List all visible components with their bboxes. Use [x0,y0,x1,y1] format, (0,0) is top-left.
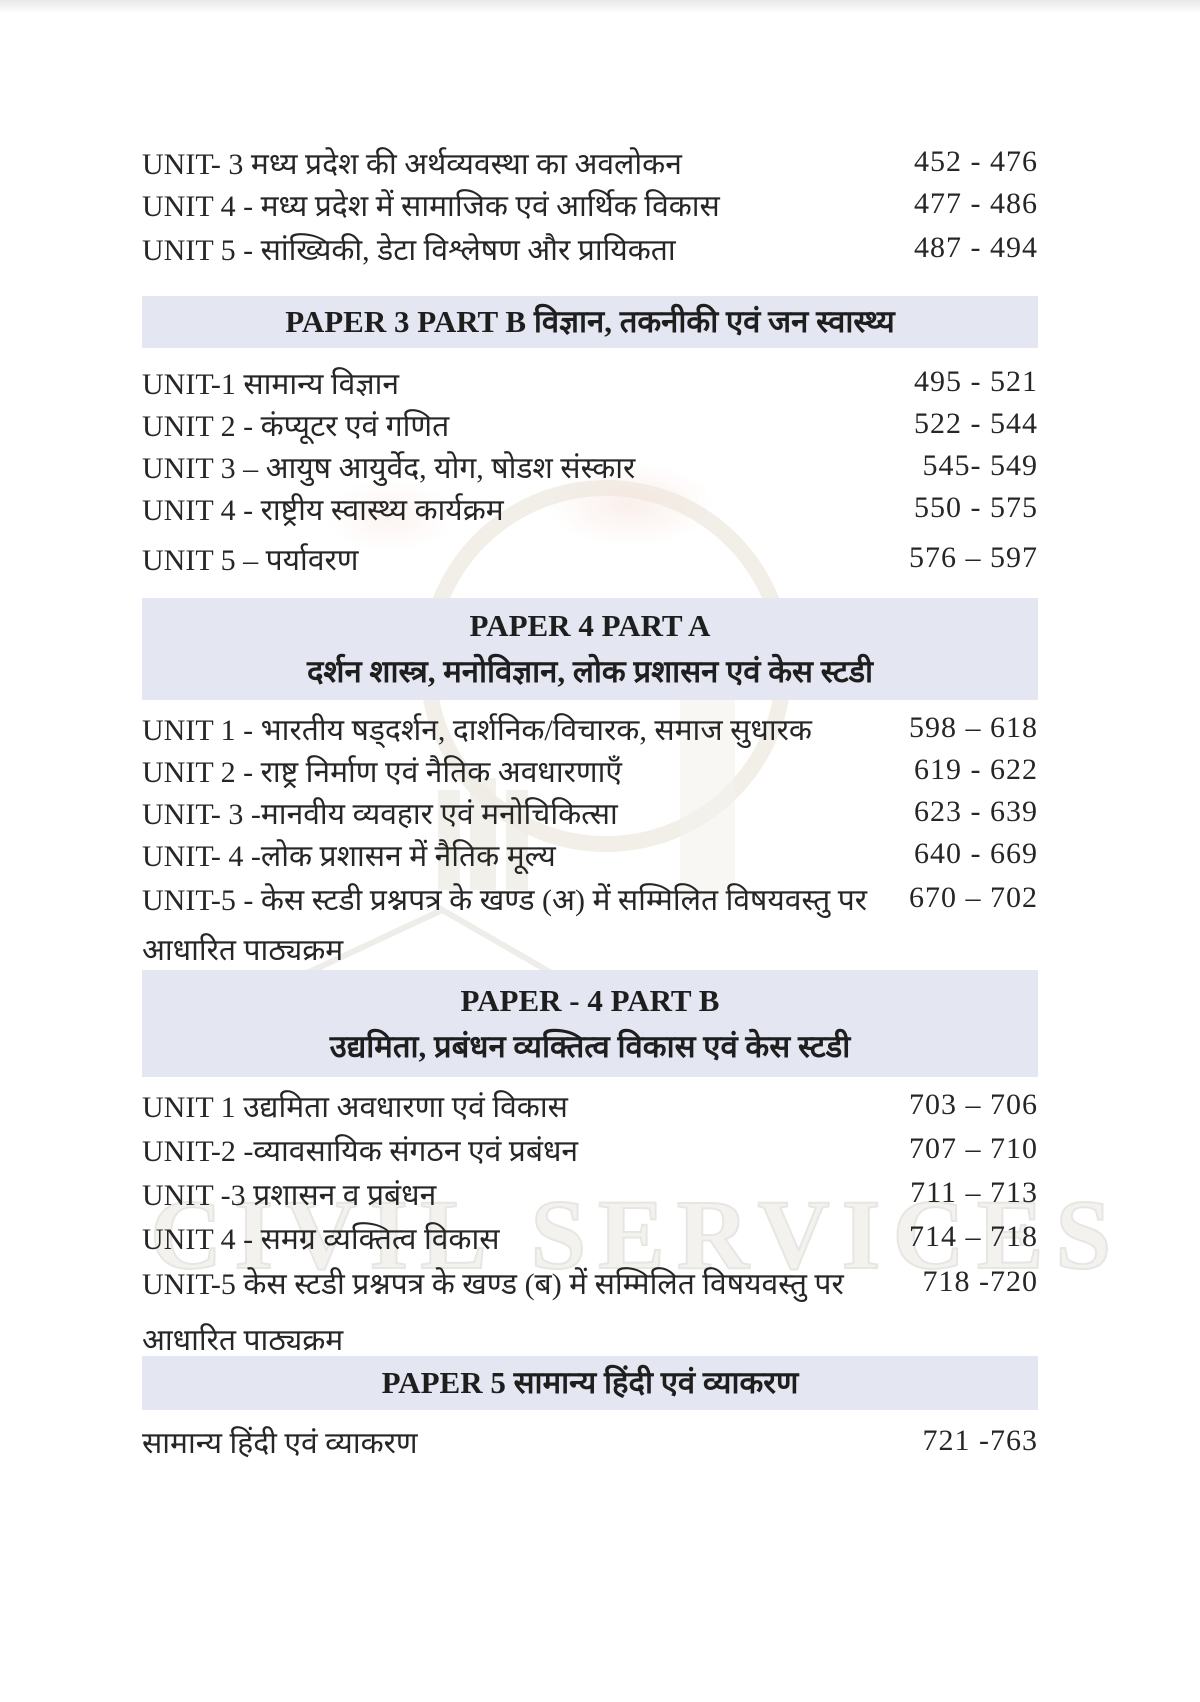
paper-header-band: PAPER 5 सामान्य हिंदी एवं व्याकरण [142,1356,1038,1410]
page-range: 452 - 476 [914,145,1038,178]
page-range: 623 - 639 [914,795,1038,828]
toc-row: UNIT-5 - केस स्टडी प्रश्नपत्र के खण्ड (अ… [142,878,1038,918]
toc-row: UNIT 1 - भारतीय षड्दर्शन, दार्शनिक/विचार… [142,708,1038,748]
toc-row: UNIT 1 उद्यमिता अवधारणा एवं विकास 703 – … [142,1085,1038,1125]
unit-label: UNIT- 4 -लोक प्रशासन में नैतिक मूल्य [142,839,556,873]
paper-header-title: PAPER - 4 PART B [460,982,720,1018]
page-range: 598 – 618 [909,711,1038,744]
toc-row: UNIT- 3 मध्य प्रदेश की अर्थव्यवस्था का अ… [142,142,1038,182]
toc-row: UNIT 4 - समग्र व्यक्तित्व विकास 714 – 71… [142,1217,1038,1257]
unit-label: UNIT-1 सामान्य विज्ञान [142,367,399,401]
page-range: 714 – 718 [909,1220,1038,1253]
toc-row: UNIT-1 सामान्य विज्ञान 495 - 521 [142,362,1038,402]
paper-header-subtitle: दर्शन शास्त्र, मनोविज्ञान, लोक प्रशासन ए… [306,654,874,689]
toc-row: UNIT-2 -व्यावसायिक संगठन एवं प्रबंधन 707… [142,1129,1038,1169]
scan-edge-strip [0,0,1200,12]
page-range: 495 - 521 [914,365,1038,398]
unit-label: सामान्य हिंदी एवं व्याकरण [142,1426,418,1460]
unit-label: UNIT 1 उद्यमिता अवधारणा एवं विकास [142,1090,568,1124]
page-range: 477 - 486 [914,187,1038,220]
toc-row: UNIT 4 - मध्य प्रदेश में सामाजिक एवं आर्… [142,184,1038,224]
toc-row: UNIT- 4 -लोक प्रशासन में नैतिक मूल्य 640… [142,834,1038,874]
toc-row: UNIT -3 प्रशासन व प्रबंधन 711 – 713 [142,1173,1038,1213]
page-range: 619 - 622 [914,753,1038,786]
toc-row: UNIT-5 केस स्टडी प्रश्नपत्र के खण्ड (ब) … [142,1262,1038,1302]
page-range: 718 -720 [922,1265,1038,1298]
toc-row: UNIT 3 – आयुष आयुर्वेद, योग, षोडश संस्का… [142,446,1038,486]
toc-row: UNIT 5 – पर्यावरण 576 – 597 [142,538,1038,578]
paper-header-band: PAPER 3 PART B विज्ञान, तकनीकी एवं जन स्… [142,296,1038,348]
unit-label: आधारित पाठ्यक्रम [142,1323,344,1357]
unit-label: UNIT 5 - सांख्यिकी, डेटा विश्लेषण और प्र… [142,233,676,267]
unit-label: UNIT 4 - मध्य प्रदेश में सामाजिक एवं आर्… [142,189,720,223]
page-range: 707 – 710 [909,1132,1038,1165]
toc-row-continuation: आधारित पाठ्यक्रम [142,928,1038,968]
toc-row: UNIT- 3 -मानवीय व्यवहार एवं मनोचिकित्सा … [142,792,1038,832]
unit-label: UNIT-2 -व्यावसायिक संगठन एवं प्रबंधन [142,1134,579,1168]
paper-header-band: PAPER - 4 PART B उद्यमिता, प्रबंधन व्यक्… [142,970,1038,1077]
page-range: 640 - 669 [914,837,1038,870]
unit-label: UNIT-5 केस स्टडी प्रश्नपत्र के खण्ड (ब) … [142,1267,844,1301]
unit-label: UNIT 1 - भारतीय षड्दर्शन, दार्शनिक/विचार… [142,713,812,747]
toc-row: UNIT 2 - राष्ट्र निर्माण एवं नैतिक अवधार… [142,750,1038,790]
page-range: 545- 549 [922,449,1038,482]
page-range: 550 - 575 [914,491,1038,524]
unit-label: UNIT -3 प्रशासन व प्रबंधन [142,1178,437,1212]
page-range: 703 – 706 [909,1088,1038,1121]
toc-row: सामान्य हिंदी एवं व्याकरण 721 -763 [142,1421,1038,1461]
paper-header-title: PAPER 5 सामान्य हिंदी एवं व्याकरण [381,1365,799,1400]
page-range: 522 - 544 [914,407,1038,440]
unit-label: UNIT 4 - समग्र व्यक्तित्व विकास [142,1222,500,1256]
paper-header-subtitle: उद्यमिता, प्रबंधन व्यक्तित्व विकास एवं क… [329,1028,851,1064]
unit-label: UNIT 2 - राष्ट्र निर्माण एवं नैतिक अवधार… [142,755,622,789]
toc-row-continuation: आधारित पाठ्यक्रम [142,1318,1038,1358]
paper-header-title: PAPER 3 PART B विज्ञान, तकनीकी एवं जन स्… [285,304,895,339]
toc-row: UNIT 4 - राष्ट्रीय स्वास्थ्य कार्यक्रम 5… [142,488,1038,528]
page-range: 487 - 494 [914,231,1038,264]
page-range: 670 – 702 [909,881,1038,914]
page-range: 721 -763 [922,1424,1038,1457]
unit-label: UNIT- 3 -मानवीय व्यवहार एवं मनोचिकित्सा [142,797,618,831]
unit-label: आधारित पाठ्यक्रम [142,933,344,967]
unit-label: UNIT 2 - कंप्यूटर एवं गणित [142,409,450,443]
toc-row: UNIT 2 - कंप्यूटर एवं गणित 522 - 544 [142,404,1038,444]
unit-label: UNIT-5 - केस स्टडी प्रश्नपत्र के खण्ड (अ… [142,883,868,917]
unit-label: UNIT- 3 मध्य प्रदेश की अर्थव्यवस्था का अ… [142,147,682,181]
unit-label: UNIT 3 – आयुष आयुर्वेद, योग, षोडश संस्का… [142,451,636,485]
unit-label: UNIT 5 – पर्यावरण [142,543,359,577]
page-range: 711 – 713 [910,1176,1038,1209]
paper-header-title: PAPER 4 PART A [469,608,711,643]
paper-header-band: PAPER 4 PART A दर्शन शास्त्र, मनोविज्ञान… [142,598,1038,700]
page-range: 576 – 597 [909,541,1038,574]
unit-label: UNIT 4 - राष्ट्रीय स्वास्थ्य कार्यक्रम [142,493,504,527]
toc-row: UNIT 5 - सांख्यिकी, डेटा विश्लेषण और प्र… [142,228,1038,268]
